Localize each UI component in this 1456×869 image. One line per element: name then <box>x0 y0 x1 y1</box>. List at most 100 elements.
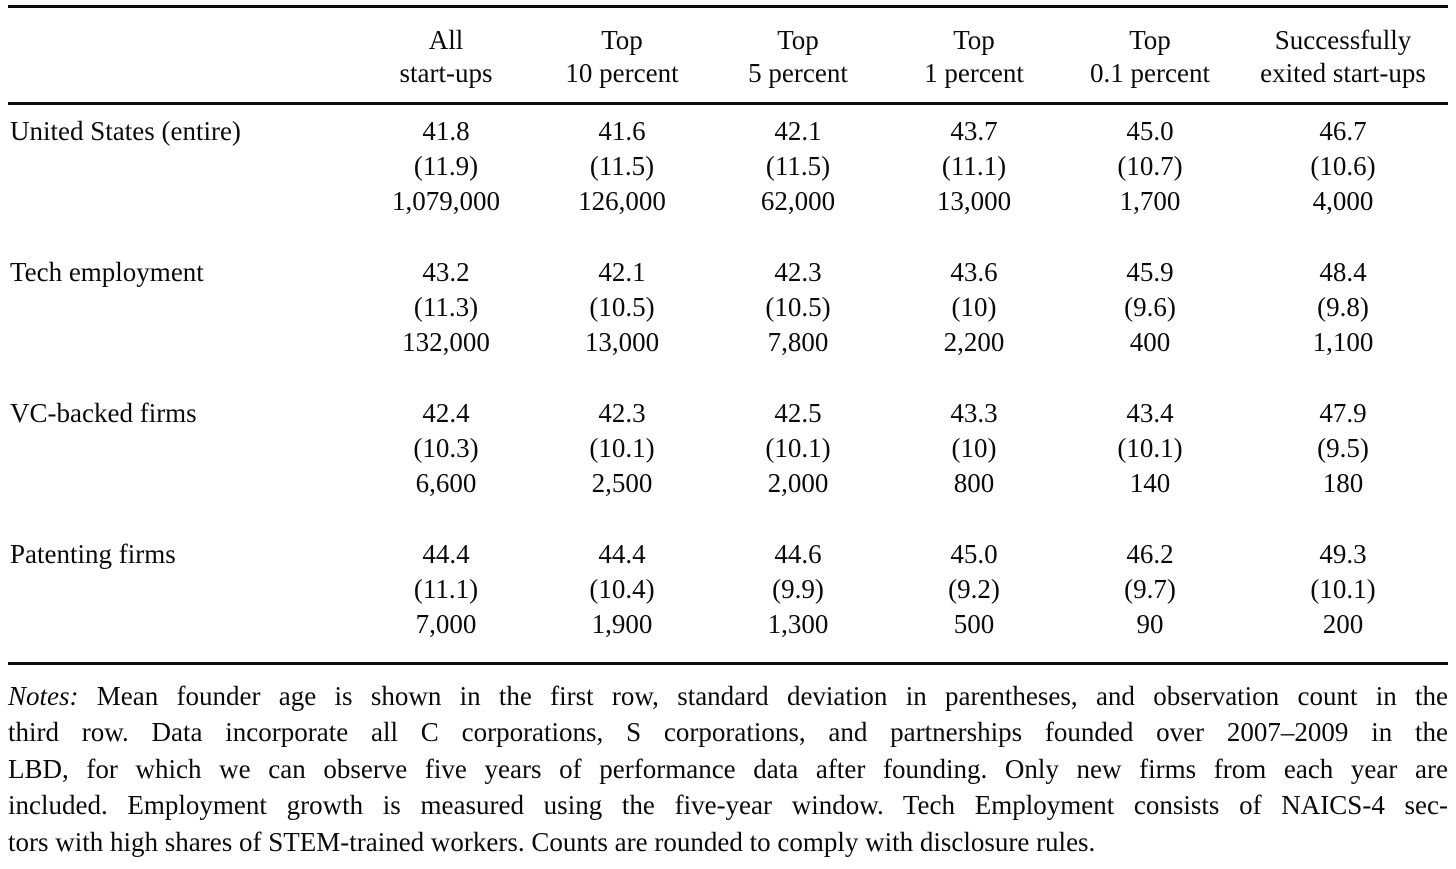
cell-sd: (10) <box>951 292 997 322</box>
cell-mean: 44.4 <box>598 539 646 569</box>
cell-count: 1,300 <box>767 609 829 639</box>
row-label: Patenting firms <box>10 539 176 569</box>
cell-sd: (10) <box>951 433 997 463</box>
sd-row: (10.3) (10.1) (10.1) (10) (10.1) (9.5) <box>8 431 1448 466</box>
cell-sd: (10.1) <box>765 433 831 463</box>
spacer-row <box>8 219 1448 255</box>
mean-row: Patenting firms 44.4 44.4 44.6 45.0 46.2 49.3 <box>8 537 1448 572</box>
cell-mean: 44.4 <box>422 539 470 569</box>
cell-count: 180 <box>1322 468 1364 498</box>
header-line: 5 percent <box>748 58 848 88</box>
cell-mean: 45.0 <box>950 539 998 569</box>
spacer-cell <box>8 219 1448 255</box>
spacer-cell <box>8 501 1448 537</box>
row-label: Tech employment <box>10 257 204 287</box>
spacer-row <box>8 501 1448 537</box>
cell-count: 1,900 <box>591 609 653 639</box>
cell-sd: (11.5) <box>589 151 655 181</box>
header-line: 0.1 percent <box>1090 58 1210 88</box>
cell-sd: (11.3) <box>413 292 479 322</box>
header-line: 1 percent <box>924 58 1024 88</box>
mean-row: VC-backed firms 42.4 42.3 42.5 43.3 43.4 47.9 <box>8 396 1448 431</box>
header-line: start-ups <box>399 58 493 88</box>
cell-mean: 42.5 <box>774 398 822 428</box>
cell-sd: (10.5) <box>765 292 831 322</box>
spacer-row <box>8 360 1448 396</box>
table-body: United States (entire) 41.8 41.6 42.1 43.7 45… <box>8 104 1448 663</box>
bottom-rule <box>8 662 1448 665</box>
header-top-5-percent: Top 5 percent <box>710 8 886 105</box>
cell-count: 13,000 <box>584 327 660 357</box>
header-successfully-exited: Successfully exited start-ups <box>1238 8 1448 105</box>
table-header: All start-ups Top 10 percent Top 5 perce… <box>8 8 1448 105</box>
cell-sd: (10.3) <box>413 433 479 463</box>
cell-mean: 49.3 <box>1319 539 1367 569</box>
cell-count: 2,500 <box>591 468 653 498</box>
cell-mean: 42.4 <box>422 398 470 428</box>
notes-text: Mean founder age is shown in the first r… <box>96 681 1448 711</box>
top-rule <box>8 5 1448 8</box>
cell-mean: 43.2 <box>422 257 470 287</box>
spacer-cell <box>8 642 1448 662</box>
notes-line: included. Employment growth is measured … <box>8 790 1448 821</box>
cell-sd: (11.5) <box>765 151 831 181</box>
count-row: 7,000 1,900 1,300 500 90 200 <box>8 607 1448 642</box>
cell-sd: (10.5) <box>589 292 655 322</box>
spacer-row <box>8 104 1448 115</box>
header-line: Top <box>777 25 819 55</box>
cell-mean: 46.2 <box>1126 539 1174 569</box>
count-row: 6,600 2,500 2,000 800 140 180 <box>8 466 1448 501</box>
cell-count: 126,000 <box>578 186 666 216</box>
notes-label: Notes: <box>8 681 79 711</box>
sd-row: (11.1) (10.4) (9.9) (9.2) (9.7) (10.1) <box>8 572 1448 607</box>
cell-mean: 48.4 <box>1319 257 1367 287</box>
header-top-10-percent: Top 10 percent <box>534 8 710 105</box>
header-line: 10 percent <box>565 58 679 88</box>
sd-row: (11.9) (11.5) (11.5) (11.1) (10.7) (10.6) <box>8 149 1448 184</box>
cell-mean: 42.1 <box>598 257 646 287</box>
mean-row: United States (entire) 41.8 41.6 42.1 43.7 45… <box>8 114 1448 149</box>
cell-count: 1,079,000 <box>392 186 500 216</box>
cell-mean: 42.1 <box>774 116 822 146</box>
cell-count: 132,000 <box>402 327 490 357</box>
cell-mean: 41.6 <box>598 116 646 146</box>
header-line: Top <box>953 25 995 55</box>
row-label: United States (entire) <box>10 116 241 146</box>
cell-sd: (10.1) <box>1310 574 1376 604</box>
cell-count: 2,200 <box>943 327 1005 357</box>
header-top-0-1-percent: Top 0.1 percent <box>1062 8 1238 105</box>
count-row: 132,000 13,000 7,800 2,200 400 1,100 <box>8 325 1448 360</box>
cell-count: 1,700 <box>1119 186 1181 216</box>
cell-sd: (10.7) <box>1117 151 1183 181</box>
cell-mean: 47.9 <box>1319 398 1367 428</box>
cell-sd: (9.7) <box>1124 574 1176 604</box>
notes-line: Notes: Mean founder age is shown in the … <box>8 678 1448 714</box>
notes-line: LBD, for which we can observe five years… <box>8 753 1448 784</box>
cell-sd: (9.6) <box>1124 292 1176 322</box>
header-line: Top <box>601 25 643 55</box>
cell-mean: 43.3 <box>950 398 998 428</box>
cell-mean: 45.0 <box>1126 116 1174 146</box>
cell-mean: 42.3 <box>774 257 822 287</box>
cell-mean: 46.7 <box>1319 116 1367 146</box>
cell-sd: (11.1) <box>941 151 1007 181</box>
cell-mean: 43.7 <box>950 116 998 146</box>
cell-count: 7,000 <box>415 609 477 639</box>
notes-line: tors with high shares of STEM-trained wo… <box>8 826 1096 857</box>
cell-mean: 41.8 <box>422 116 470 146</box>
cell-sd: (11.1) <box>413 574 479 604</box>
cell-count: 7,800 <box>767 327 829 357</box>
cell-count: 13,000 <box>936 186 1012 216</box>
header-line: All <box>428 25 464 55</box>
cell-sd: (11.9) <box>413 151 479 181</box>
cell-count: 140 <box>1129 468 1171 498</box>
spacer-cell <box>8 360 1448 396</box>
cell-count: 500 <box>953 609 995 639</box>
cell-count: 62,000 <box>760 186 836 216</box>
header-line: Top <box>1129 25 1171 55</box>
cell-count: 6,600 <box>415 468 477 498</box>
cell-mean: 44.6 <box>774 539 822 569</box>
cell-count: 90 <box>1136 609 1164 639</box>
row-label: VC-backed firms <box>10 398 197 428</box>
